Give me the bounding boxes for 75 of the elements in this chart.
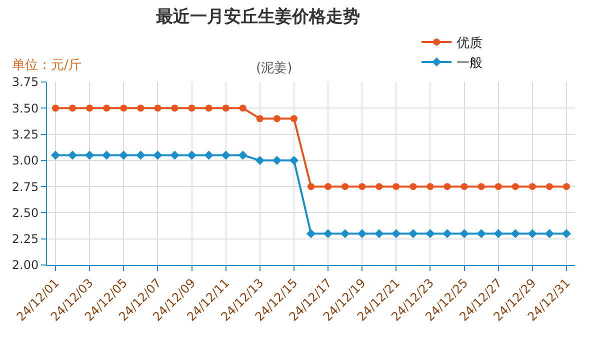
point [358,183,366,190]
y-tick-label: 2.50 [12,206,39,220]
y-tick-label: 3.50 [12,101,39,116]
point [546,183,553,190]
point [137,104,144,112]
point [494,229,503,238]
y-tick-label: 3.00 [12,154,39,168]
point [204,150,214,160]
point [426,229,435,238]
point [476,229,486,238]
y-tick-label: 2.00 [12,258,39,272]
point [460,183,468,190]
point [562,183,570,190]
point [306,229,316,238]
point [102,150,112,160]
point [85,150,94,160]
point [103,104,110,112]
y-tick-label: 2.25 [12,232,39,246]
point [289,156,299,165]
point [358,229,367,238]
point [510,229,520,238]
point [494,183,502,190]
point [426,183,434,190]
point [290,115,298,122]
point [69,104,76,112]
point [340,229,350,238]
point [119,150,128,160]
point [154,104,162,112]
point [50,150,60,160]
text: 单位：元/斤 [12,58,82,73]
point [170,150,180,160]
point [153,150,162,160]
point [460,229,469,238]
point [512,183,519,190]
point [442,229,452,238]
point [528,229,537,238]
point [324,183,332,190]
legend-label: 一般 [456,56,483,72]
point [308,183,314,190]
legend-label: 优质 [456,36,483,52]
point [408,229,418,238]
point [221,150,230,160]
point [544,229,554,238]
point [478,183,485,190]
point [136,150,146,160]
chart-title: 最近一月安丘生姜价格走势 [155,6,360,28]
point [410,183,417,190]
point [239,104,246,112]
y-tick-label: 3.75 [12,75,39,90]
point [562,229,572,238]
point [273,115,280,122]
point [187,150,196,160]
point [392,229,401,238]
point [528,183,536,190]
point [86,104,94,112]
point [374,229,384,238]
point [392,183,400,190]
point [68,150,78,160]
point [323,229,333,238]
point [342,183,349,190]
point [171,104,178,112]
chart-subtitle: (泥姜) [256,60,292,76]
point [255,156,264,165]
y-tick-label: 3.25 [12,127,39,142]
point [222,104,230,112]
point [205,104,212,112]
point [376,183,383,190]
point [272,156,282,165]
point [238,150,248,160]
point [188,104,196,112]
point [444,183,451,190]
point [120,104,128,112]
y-tick-label: 2.75 [12,180,39,194]
point [256,115,264,122]
point [52,104,60,112]
